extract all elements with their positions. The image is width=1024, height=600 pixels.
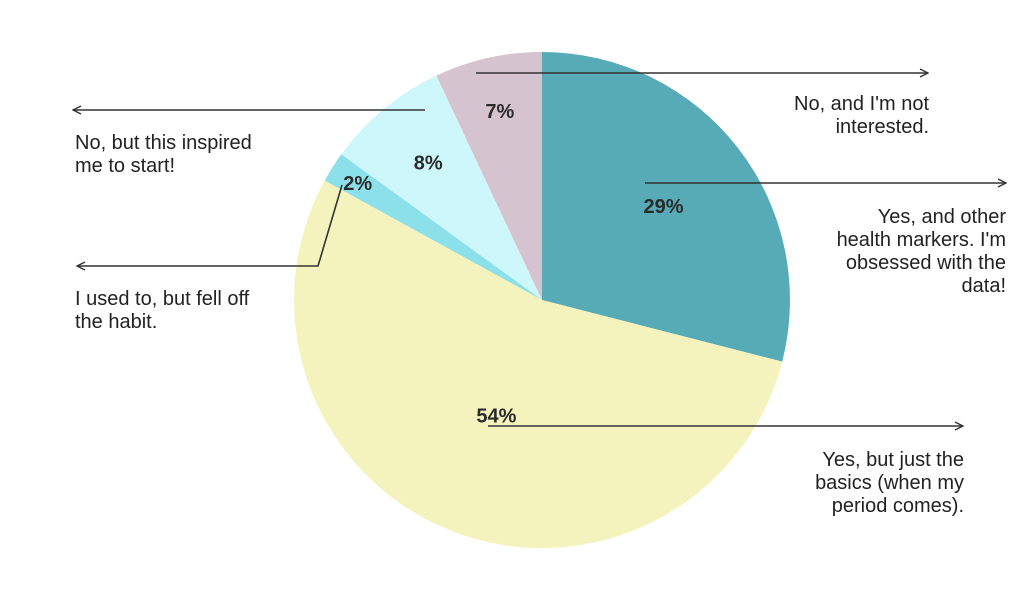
slice-value-yes-basics: 54% xyxy=(476,405,516,427)
leader-used-to xyxy=(77,184,343,266)
pie-slice-yes-and-other xyxy=(542,52,790,362)
values-layer: 29% 54% 2% 8% 7% xyxy=(343,101,683,427)
slice-value-yes-and-other: 29% xyxy=(643,196,683,218)
slice-label-yes-basics: Yes, but just the basics (when my period… xyxy=(815,449,964,517)
slice-label-no-not-interested: No, and I'm not interested. xyxy=(794,93,929,138)
slice-label-no-inspired: No, but this inspired me to start! xyxy=(75,132,252,177)
pie-slice-yes-basics xyxy=(293,180,783,549)
slice-label-used-to: I used to, but fell off the habit. xyxy=(75,288,250,333)
pie-slice-used-to xyxy=(324,154,542,300)
leaders-layer xyxy=(73,73,1006,426)
slices-layer xyxy=(293,52,790,549)
slice-value-no-inspired: 8% xyxy=(414,152,443,174)
slice-value-no-not-interested: 7% xyxy=(485,101,514,123)
pie-slice-no-not-interested xyxy=(436,52,542,300)
slice-label-yes-and-other: Yes, and other health markers. I'm obses… xyxy=(836,206,1006,297)
pie-slice-no-inspired xyxy=(341,75,542,300)
slice-value-used-to: 2% xyxy=(343,173,372,195)
